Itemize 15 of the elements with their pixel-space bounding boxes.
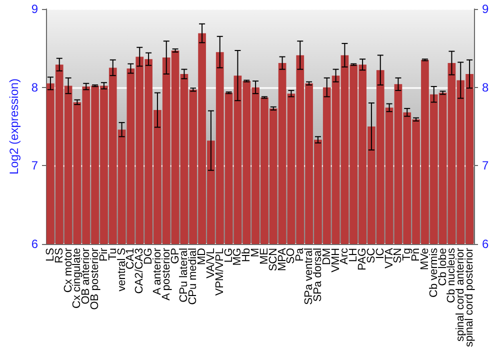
y-tick-label: 9 — [31, 2, 38, 16]
y2-tick-label: 8 — [482, 80, 489, 94]
y-tick-label: 7 — [31, 158, 38, 173]
x-tick-label: spinal cord posterior — [464, 248, 476, 348]
y2-tick-label: 9 — [482, 2, 489, 16]
x-tick-label: SCN — [267, 248, 280, 272]
x-tick-label: IC — [374, 248, 386, 259]
y-tick-label: 8 — [31, 80, 38, 94]
y-axis-title: Log2 (expression) — [7, 78, 21, 175]
x-tick-label: MVe — [418, 248, 431, 270]
y2-tick-label: 6 — [482, 236, 489, 251]
y2-tick-label: 7 — [482, 158, 489, 173]
x-tick-label: Tg — [401, 248, 414, 261]
x-tick-label: RS — [53, 248, 66, 264]
y-tick-label: 6 — [31, 236, 38, 251]
